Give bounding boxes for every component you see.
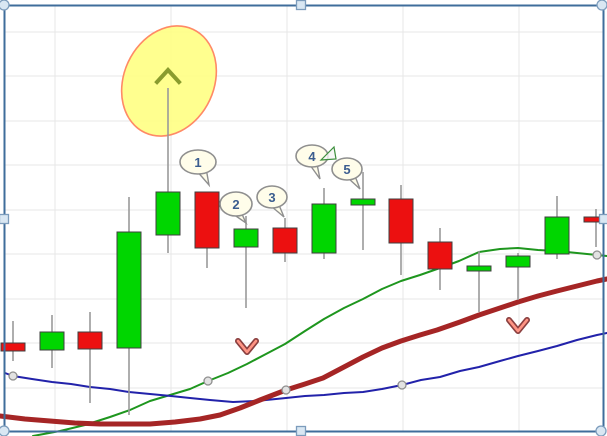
selection-handle-bottom-center[interactable]	[295, 425, 307, 436]
candle-2-up[interactable]	[39, 315, 65, 368]
candle-body	[39, 331, 65, 351]
chart-selection-border	[3, 4, 605, 433]
callout-label: 5	[343, 162, 350, 177]
selection-handle-bottom-right[interactable]	[595, 425, 607, 436]
selection-handle-middle-left[interactable]	[0, 213, 10, 225]
candle-body	[311, 203, 337, 254]
selection-handle-top-center[interactable]	[295, 0, 307, 11]
ma-darkred-line[interactable]	[0, 276, 607, 427]
candle-body	[233, 228, 259, 248]
callout-2[interactable]: 2	[219, 191, 253, 226]
candle-body	[544, 216, 570, 255]
candle-body	[194, 191, 220, 249]
candle-body	[427, 241, 453, 270]
candle-body	[0, 342, 26, 352]
candle-12-down[interactable]	[427, 228, 453, 290]
candle-14-up[interactable]	[505, 253, 531, 300]
up-chevron-icon[interactable]	[154, 67, 182, 85]
line-point-marker	[397, 380, 407, 390]
candle-4-up[interactable]	[116, 197, 142, 415]
callout-4[interactable]: 4	[295, 144, 329, 180]
candle-body	[350, 198, 376, 206]
candle-body	[155, 191, 181, 236]
down-chevron-fill	[236, 339, 258, 354]
candle-body	[77, 331, 103, 350]
line-point-markers	[8, 250, 602, 395]
highlight-ellipse-annotation[interactable]	[104, 10, 234, 151]
candle-7-up[interactable]	[233, 216, 259, 308]
candle-11-down[interactable]	[388, 185, 414, 275]
callout-bubble	[256, 185, 288, 209]
down-chevron-icon[interactable]	[506, 317, 530, 334]
candle-body	[388, 198, 414, 244]
candle-16-down[interactable]	[583, 209, 607, 247]
line-point-marker	[203, 376, 213, 386]
candle-9-up[interactable]	[311, 188, 337, 259]
line-point-marker	[281, 385, 291, 395]
callout-bubble	[219, 191, 253, 217]
line-point-marker	[592, 250, 602, 260]
selection-handle-middle-right[interactable]	[598, 213, 607, 225]
candle-6-down[interactable]	[194, 191, 220, 268]
ma-green-line[interactable]	[32, 247, 607, 436]
callout-label: 1	[194, 155, 201, 170]
line-point-marker	[8, 371, 18, 381]
ma-blue-line[interactable]	[4, 332, 607, 403]
triangle-doodle-icon[interactable]	[319, 145, 337, 161]
candle-body	[116, 231, 142, 349]
candle-15-up[interactable]	[544, 196, 570, 259]
callout-label: 3	[268, 190, 275, 205]
callout-3[interactable]: 3	[256, 185, 288, 218]
down-chevron-icon[interactable]	[235, 338, 259, 355]
down-chevron-fill	[507, 318, 529, 333]
callout-1[interactable]: 1	[179, 149, 217, 188]
candle-8-down[interactable]	[272, 218, 298, 262]
candle-body	[466, 265, 492, 272]
selection-handle-top-left[interactable]	[0, 0, 10, 11]
candle-5-up[interactable]	[155, 88, 181, 253]
candle-13-up[interactable]	[466, 251, 492, 312]
callout-bubble	[331, 157, 363, 181]
candles[interactable]	[0, 88, 607, 415]
callout-label: 2	[232, 197, 239, 212]
selection-handle-top-right[interactable]	[596, 0, 607, 11]
candle-body	[505, 255, 531, 268]
candle-body	[583, 216, 607, 223]
callout-bubble	[179, 149, 217, 175]
selection-handle-bottom-left[interactable]	[0, 425, 10, 436]
candle-body	[272, 227, 298, 254]
ma-lines[interactable]	[0, 247, 607, 436]
gridlines	[5, 6, 603, 431]
callout-label: 4	[308, 149, 316, 164]
candle-3-down[interactable]	[77, 312, 103, 403]
candle-10-up[interactable]	[350, 172, 376, 250]
candle-1-down[interactable]	[0, 321, 26, 361]
callout-5[interactable]: 5	[331, 157, 363, 190]
